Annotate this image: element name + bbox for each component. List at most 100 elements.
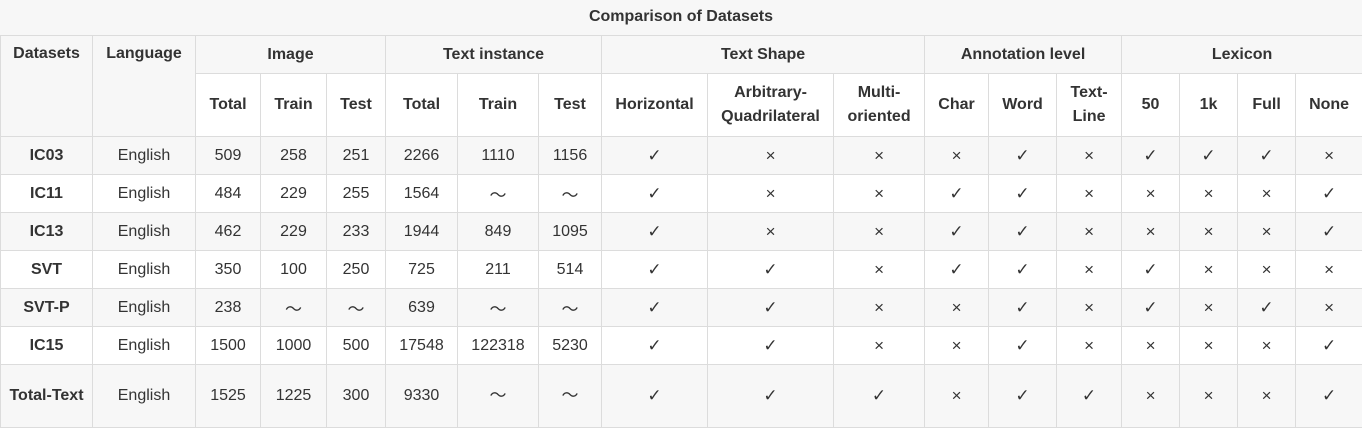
table-cell: 251 (326, 136, 386, 175)
table-row: SVT English 350 100 250 725 211 514 ✓ ✓ × ✓ ✓ × ✓ × × × (0, 250, 1362, 289)
cross-mark: × (1179, 250, 1239, 289)
table-cell: 1500 (195, 326, 261, 365)
table-cell: 258 (260, 136, 327, 175)
check-mark: ✓ (924, 250, 990, 289)
header-datasets: Datasets (0, 35, 93, 137)
cross-mark: × (707, 212, 835, 251)
check-mark: ✓ (601, 364, 709, 428)
dataset-name: IC03 (0, 136, 93, 175)
check-mark: ✓ (1121, 136, 1181, 175)
subheader-cell: Total (195, 73, 261, 137)
subheader-cell: Train (260, 73, 327, 137)
check-mark: ✓ (1295, 212, 1362, 251)
check-mark: ✓ (707, 288, 835, 327)
table-cell: 849 (457, 212, 539, 251)
subheader-cell: Text-Line (1056, 73, 1123, 137)
cross-mark: × (1179, 326, 1239, 365)
table-cell: 509 (195, 136, 261, 175)
cross-mark: × (707, 174, 835, 213)
cross-mark: × (1237, 326, 1297, 365)
subheader-cell: Train (457, 73, 539, 137)
header-text-shape: Text Shape (601, 35, 926, 74)
subheader-cell: Horizontal (601, 73, 709, 137)
cross-mark: × (1237, 250, 1297, 289)
check-mark: ✓ (924, 212, 990, 251)
check-mark: ✓ (988, 364, 1058, 428)
cross-mark: × (1056, 326, 1123, 365)
cross-mark: × (1179, 212, 1239, 251)
cross-mark: × (1056, 288, 1123, 327)
subheader-cell: Total (385, 73, 458, 137)
check-mark: ✓ (1121, 250, 1181, 289)
subheader-cell: 50 (1121, 73, 1181, 137)
table-row: IC13 English 462 229 233 1944 849 1095 ✓ × × ✓ ✓ × × × ×… (0, 212, 1362, 251)
table-cell: 1944 (385, 212, 458, 251)
tilde-mark: 〜 (260, 288, 327, 327)
table-cell: English (92, 136, 196, 175)
header-language: Language (92, 35, 196, 137)
table-cell: 1110 (457, 136, 539, 175)
table-cell: 725 (385, 250, 458, 289)
tilde-mark: 〜 (326, 288, 386, 327)
header-lexicon: Lexicon (1121, 35, 1362, 74)
dataset-name: IC11 (0, 174, 93, 213)
table-row: IC03 English 509 258 251 2266 1110 1156 ✓ × × × ✓ × ✓ ✓… (0, 136, 1362, 175)
check-mark: ✓ (833, 364, 926, 428)
subheader-row: Total Train Test Total Train Test Horizontal Ar… (1, 73, 1362, 137)
table-cell: 484 (195, 174, 261, 213)
table-cell: 2266 (385, 136, 458, 175)
table-cell: 233 (326, 212, 386, 251)
cross-mark: × (707, 136, 835, 175)
cross-mark: × (1121, 364, 1181, 428)
subheader-cell: Char (924, 73, 990, 137)
tilde-mark: 〜 (457, 288, 539, 327)
cross-mark: × (1056, 136, 1123, 175)
check-mark: ✓ (924, 174, 990, 213)
check-mark: ✓ (601, 250, 709, 289)
tilde-mark: 〜 (537, 288, 603, 327)
table-cell: English (92, 250, 196, 289)
table-cell: English (92, 288, 196, 327)
table-cell: 9330 (385, 364, 458, 428)
table-cell: 122318 (457, 326, 539, 365)
cross-mark: × (1237, 174, 1297, 213)
table-cell: 1225 (260, 364, 327, 428)
check-mark: ✓ (1179, 136, 1239, 175)
cross-mark: × (924, 326, 990, 365)
table-cell: 229 (260, 174, 327, 213)
check-mark: ✓ (1295, 326, 1362, 365)
check-mark: ✓ (1121, 288, 1181, 327)
table-cell: 211 (457, 250, 539, 289)
cross-mark: × (1179, 364, 1239, 428)
group-header-row: Datasets Language Image Text instance Te… (0, 35, 1362, 137)
subheader-cell: Test (326, 73, 386, 137)
table-cell: 300 (326, 364, 386, 428)
subheader-cell: Multi-oriented (833, 73, 926, 137)
cross-mark: × (924, 136, 990, 175)
table-cell: 250 (326, 250, 386, 289)
table-cell: English (92, 364, 196, 428)
table-row: Total-Text English 1525 1225 300 9330 〜〜 ✓ ✓ ✓ × ✓ ✓… (0, 364, 1362, 428)
cross-mark: × (1179, 288, 1239, 327)
table-cell: 100 (260, 250, 327, 289)
table-cell: 1095 (537, 212, 603, 251)
cross-mark: × (1237, 212, 1297, 251)
check-mark: ✓ (601, 326, 709, 365)
subheader-cell: Arbitrary-Quadrilateral (707, 73, 835, 137)
check-mark: ✓ (988, 326, 1058, 365)
dataset-name: SVT (0, 250, 93, 289)
table-cell: English (92, 174, 196, 213)
table-cell: 1000 (260, 326, 327, 365)
table-row: IC11 English 484 229 255 1564 〜〜 ✓ × × ✓ ✓ × × × × ✓ (0, 174, 1362, 213)
check-mark: ✓ (1295, 174, 1362, 213)
cross-mark: × (1056, 174, 1123, 213)
header-text-instance: Text instance (384, 35, 603, 74)
cross-mark: × (1295, 136, 1362, 175)
check-mark: ✓ (601, 136, 709, 175)
dataset-name: IC15 (0, 326, 93, 365)
tilde-mark: 〜 (457, 174, 539, 213)
table-cell: 462 (195, 212, 261, 251)
cross-mark: × (833, 250, 926, 289)
table-cell: 350 (195, 250, 261, 289)
